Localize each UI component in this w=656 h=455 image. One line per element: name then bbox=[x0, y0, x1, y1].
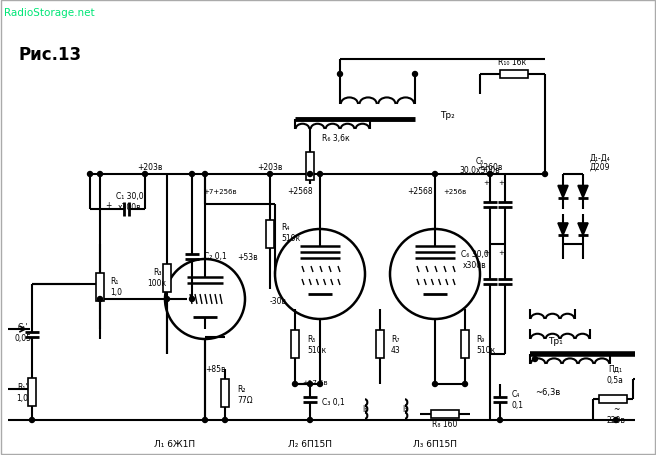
Circle shape bbox=[165, 297, 169, 302]
Text: Тр₁: Тр₁ bbox=[548, 337, 562, 346]
Circle shape bbox=[337, 72, 342, 77]
Bar bbox=[431, 410, 459, 418]
Text: R₄
510к: R₄ 510к bbox=[281, 223, 300, 242]
Text: Тр₂: Тр₂ bbox=[440, 110, 455, 119]
Circle shape bbox=[413, 72, 417, 77]
Circle shape bbox=[275, 229, 365, 319]
Text: +260в: +260в bbox=[478, 163, 502, 172]
Circle shape bbox=[30, 418, 35, 423]
Bar bbox=[291, 330, 299, 358]
Circle shape bbox=[165, 259, 245, 339]
Text: +17,5в: +17,5в bbox=[302, 379, 328, 385]
Text: R₁₀ 16к: R₁₀ 16к bbox=[498, 57, 526, 66]
Circle shape bbox=[293, 382, 298, 387]
Circle shape bbox=[318, 382, 323, 387]
Bar bbox=[221, 379, 229, 407]
Text: ~
220в: ~ 220в bbox=[607, 404, 625, 424]
Circle shape bbox=[203, 172, 207, 177]
Text: C₆ 30,0: C₆ 30,0 bbox=[461, 250, 489, 259]
Text: l₂: l₂ bbox=[402, 404, 407, 414]
Text: +: + bbox=[498, 249, 504, 255]
Text: +2568: +2568 bbox=[407, 187, 433, 196]
Circle shape bbox=[190, 297, 194, 302]
Circle shape bbox=[190, 172, 194, 177]
Circle shape bbox=[142, 172, 148, 177]
Circle shape bbox=[533, 357, 537, 362]
Circle shape bbox=[308, 418, 312, 423]
Polygon shape bbox=[578, 186, 588, 198]
Circle shape bbox=[543, 172, 548, 177]
Circle shape bbox=[318, 172, 323, 177]
Bar bbox=[500, 71, 528, 79]
Text: х300в: х300в bbox=[463, 260, 487, 269]
Circle shape bbox=[432, 382, 438, 387]
Circle shape bbox=[87, 172, 92, 177]
Text: Л₁ 6Ж1П: Л₁ 6Ж1П bbox=[154, 440, 195, 449]
Text: +2568: +2568 bbox=[287, 187, 313, 196]
Bar bbox=[599, 395, 627, 403]
Text: C₅: C₅ bbox=[476, 157, 484, 166]
Circle shape bbox=[462, 382, 468, 387]
Bar bbox=[376, 330, 384, 358]
Text: -30в: -30в bbox=[270, 297, 287, 306]
Text: R₅
510к: R₅ 510к bbox=[307, 334, 326, 354]
Circle shape bbox=[308, 382, 312, 387]
Text: +: + bbox=[105, 200, 111, 209]
Circle shape bbox=[497, 418, 502, 423]
Circle shape bbox=[222, 418, 228, 423]
Text: +256в: +256в bbox=[443, 188, 466, 195]
Bar bbox=[306, 152, 314, 180]
Text: C₄
0,1: C₄ 0,1 bbox=[512, 389, 524, 409]
Text: +: + bbox=[498, 180, 504, 186]
Circle shape bbox=[203, 418, 207, 423]
Text: +203в: +203в bbox=[137, 163, 163, 172]
Text: C₁ 30,0: C₁ 30,0 bbox=[116, 192, 144, 201]
Text: R₃
100к: R₃ 100к bbox=[148, 268, 167, 287]
Text: R₁
1,0: R₁ 1,0 bbox=[110, 277, 122, 296]
Text: R₇
43: R₇ 43 bbox=[391, 334, 401, 354]
Polygon shape bbox=[558, 186, 568, 198]
Text: Пд₁
0,5а: Пд₁ 0,5а bbox=[607, 364, 623, 384]
Text: Л₂ 6П15П: Л₂ 6П15П bbox=[288, 440, 332, 449]
Text: C₁'
0,05: C₁' 0,05 bbox=[14, 323, 31, 342]
Text: R₂
77Ω: R₂ 77Ω bbox=[237, 384, 253, 404]
Text: Рис.13: Рис.13 bbox=[18, 46, 81, 64]
Circle shape bbox=[487, 172, 493, 177]
Text: Л₃ 6П15П: Л₃ 6П15П bbox=[413, 440, 457, 449]
Circle shape bbox=[432, 172, 438, 177]
Text: R₁'
1,0: R₁' 1,0 bbox=[16, 383, 28, 402]
Text: C₃ 0,1: C₃ 0,1 bbox=[322, 398, 345, 407]
Text: +: + bbox=[483, 249, 489, 255]
Text: l₁: l₁ bbox=[362, 404, 367, 414]
Text: R₉
510к: R₉ 510к bbox=[476, 334, 495, 354]
Circle shape bbox=[308, 172, 312, 177]
Bar bbox=[96, 273, 104, 301]
Text: 30,0х300в: 30,0х300в bbox=[460, 165, 501, 174]
Bar bbox=[266, 221, 274, 248]
Text: х300в: х300в bbox=[118, 202, 142, 211]
Text: R₈ 160: R₈ 160 bbox=[432, 420, 458, 429]
Text: +203в: +203в bbox=[257, 163, 283, 172]
Text: R₆ 3,6к: R₆ 3,6к bbox=[322, 133, 350, 142]
Text: Д209: Д209 bbox=[590, 162, 610, 171]
Circle shape bbox=[98, 172, 102, 177]
Text: ~6,3в: ~6,3в bbox=[535, 388, 561, 397]
Bar bbox=[28, 378, 36, 405]
Polygon shape bbox=[578, 223, 588, 236]
Text: +85в: +85в bbox=[205, 365, 225, 374]
Bar bbox=[461, 330, 469, 358]
Circle shape bbox=[268, 172, 272, 177]
Text: RadioStorage.net: RadioStorage.net bbox=[4, 8, 94, 18]
Text: C₂ 0,1: C₂ 0,1 bbox=[204, 252, 227, 261]
Text: +7+256в: +7+256в bbox=[203, 188, 237, 195]
Circle shape bbox=[98, 297, 102, 302]
Text: +: + bbox=[483, 180, 489, 186]
Circle shape bbox=[613, 418, 619, 423]
Circle shape bbox=[390, 229, 480, 319]
Bar bbox=[163, 264, 171, 293]
Text: Д₁-Д₄: Д₁-Д₄ bbox=[590, 153, 610, 162]
Polygon shape bbox=[558, 223, 568, 236]
Text: +53в: +53в bbox=[237, 253, 258, 262]
